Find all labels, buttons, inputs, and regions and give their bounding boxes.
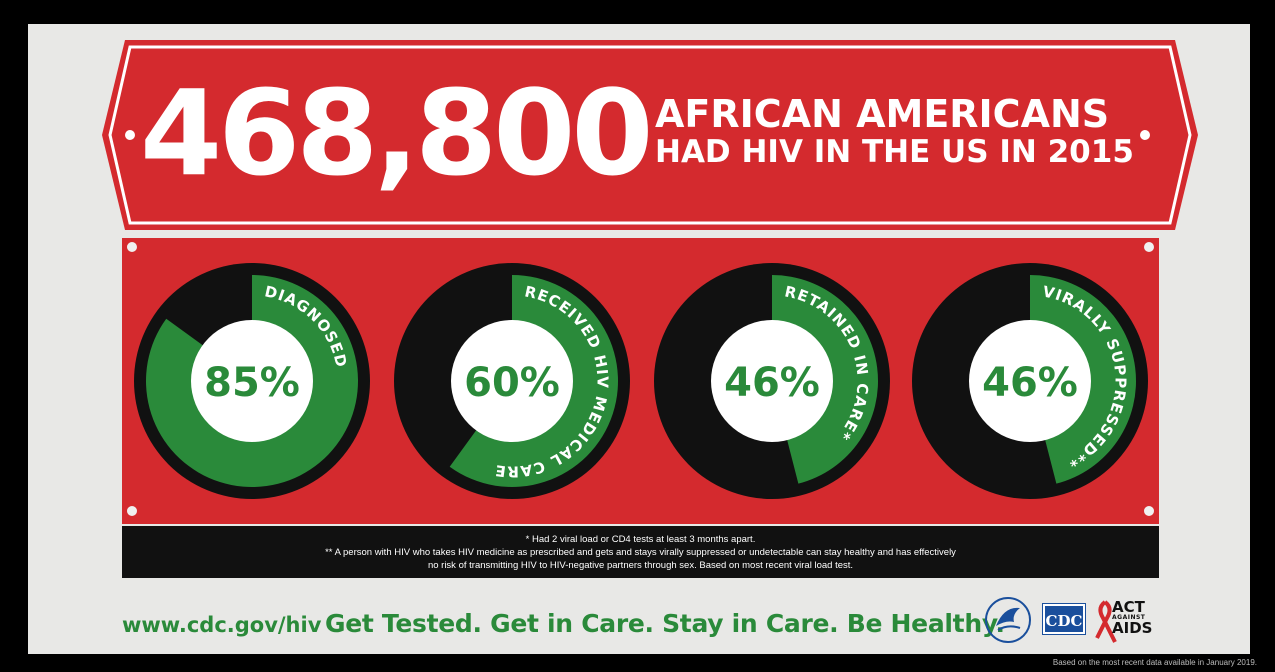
headline-banner xyxy=(102,40,1198,230)
cdc-hiv-link[interactable]: www.cdc.gov/hiv xyxy=(122,613,322,637)
gauge-center xyxy=(711,320,833,442)
gauge-center xyxy=(191,320,313,442)
gauge: RETAINED IN CARE*46% xyxy=(654,263,890,499)
gauge-percent: 85% xyxy=(204,360,300,406)
tagline: Get Tested. Get in Care. Stay in Care. B… xyxy=(325,609,1005,638)
act-logo-line2: AGAINST xyxy=(1112,614,1146,621)
rivet xyxy=(127,242,137,252)
footnotes-bar: * Had 2 viral load or CD4 tests at least… xyxy=(122,526,1159,578)
footnote-3: no risk of transmitting HIV to HIV-negat… xyxy=(427,560,854,571)
gauge-percent: 46% xyxy=(982,360,1078,406)
rivet xyxy=(1144,242,1154,252)
banner-dot-right xyxy=(1140,130,1150,140)
gauge-percent: 46% xyxy=(724,360,820,406)
rivet xyxy=(127,506,137,516)
gauge-percent: 60% xyxy=(464,360,560,406)
act-logo-line3: AIDS xyxy=(1112,619,1153,637)
footnote-2: ** A person with HIV who takes HIV medic… xyxy=(325,547,956,558)
rivet xyxy=(1144,506,1154,516)
act-against-aids-logo: ACT AGAINST AIDS xyxy=(1112,600,1152,636)
gauge-center xyxy=(969,320,1091,442)
gauge: VIRALLY SUPPRESSED**46% xyxy=(912,263,1148,499)
headline-caption-line1: AFRICAN AMERICANS xyxy=(655,92,1110,136)
footnote-1: * Had 2 viral load or CD4 tests at least… xyxy=(525,534,756,545)
cdc-logo: CDC xyxy=(1042,603,1086,635)
red-ribbon-icon xyxy=(1095,600,1117,643)
gauge-center xyxy=(451,320,573,442)
hhs-eagle-logo xyxy=(985,597,1031,643)
act-logo-line1: ACT xyxy=(1112,598,1145,616)
source-note: Based on the most recent data available … xyxy=(1052,658,1257,667)
headline-caption-line2: HAD HIV IN THE US IN 2015 xyxy=(655,134,1134,170)
headline-caption: AFRICAN AMERICANS HAD HIV IN THE US IN 2… xyxy=(655,95,1134,168)
banner-dot-left xyxy=(125,130,135,140)
headline-number: 468,800 xyxy=(140,64,653,202)
